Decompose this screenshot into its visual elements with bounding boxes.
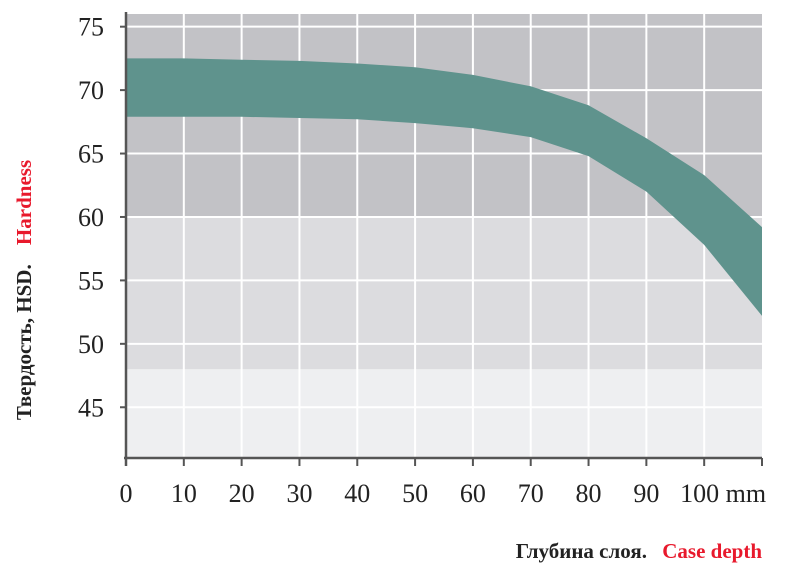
x-axis-title-en: Case depth [662, 539, 762, 563]
y-tick-label-45: 45 [78, 393, 104, 422]
x-axis-title: Глубина слоя. Case depth [516, 539, 763, 563]
x-tick-label-80: 80 [576, 479, 602, 508]
x-tick-label-60: 60 [460, 479, 486, 508]
x-tick-label-20: 20 [229, 479, 255, 508]
y-axis-title-ru: Твердость, HSD. [12, 264, 36, 420]
y-tick-label-50: 50 [78, 330, 104, 359]
tick-labels: 45 50 55 60 65 70 75 0 10 20 30 40 50 60 70 80 90 100 mm [78, 13, 766, 508]
y-axis-title: Твердость, HSD. Hardness [12, 160, 36, 420]
hardness-band [126, 58, 762, 316]
y-tick-label-55: 55 [78, 266, 104, 295]
x-tick-label-90: 90 [633, 479, 659, 508]
y-tick-label-70: 70 [78, 76, 104, 105]
x-tick-label-40: 40 [344, 479, 370, 508]
x-tick-label-70: 70 [518, 479, 544, 508]
y-tick-label-60: 60 [78, 203, 104, 232]
axes [120, 12, 763, 466]
x-tick-label-100: 100 mm [680, 479, 766, 508]
x-tick-label-0: 0 [120, 479, 133, 508]
x-tick-label-30: 30 [286, 479, 312, 508]
y-tick-label-75: 75 [78, 13, 104, 42]
x-tick-label-50: 50 [402, 479, 428, 508]
hardness-range-band [126, 58, 762, 316]
bg-band-1 [126, 216, 762, 370]
y-tick-label-65: 65 [78, 140, 104, 169]
x-tick-label-10: 10 [171, 479, 197, 508]
y-axis-title-en: Hardness [12, 160, 36, 245]
bg-band-0 [126, 369, 762, 458]
x-axis-title-ru: Глубина слоя. [516, 539, 647, 563]
